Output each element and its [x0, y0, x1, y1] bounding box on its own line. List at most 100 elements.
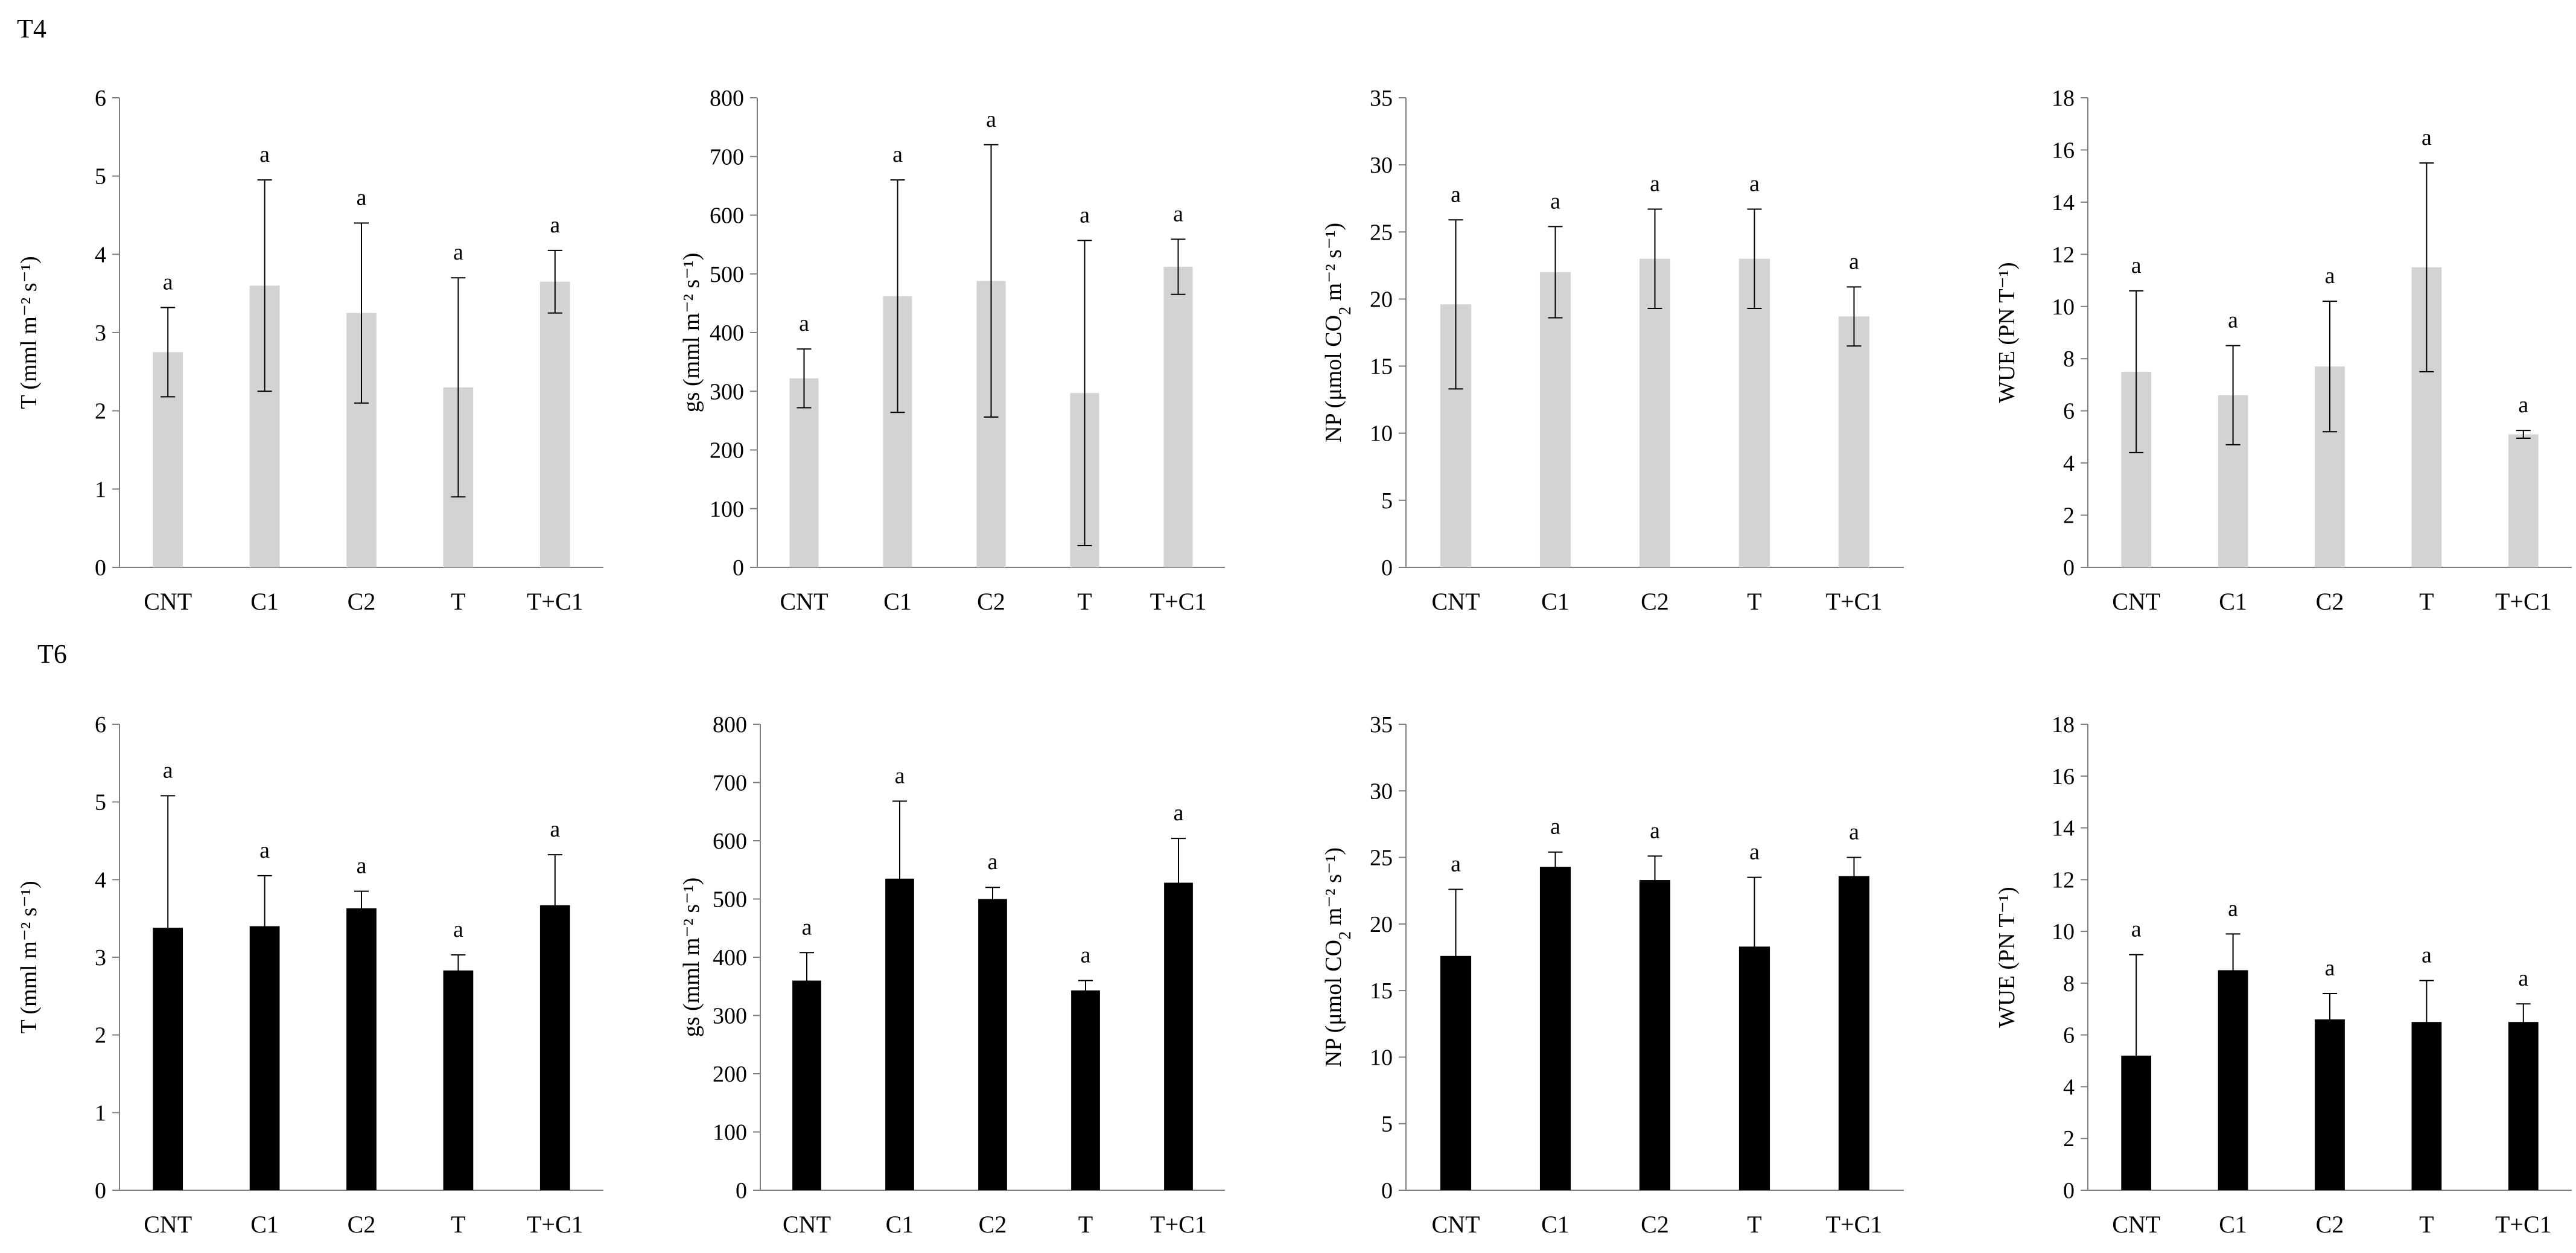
y-tick-label: 700 — [713, 771, 747, 796]
y-tick-label: 300 — [710, 379, 744, 404]
y-tick-label: 8 — [2063, 971, 2075, 996]
y-tick-label: 35 — [1370, 712, 1393, 738]
y-tick-label: 18 — [2052, 712, 2075, 738]
y-tick-label: 5 — [95, 164, 106, 190]
significance-label: a — [1173, 201, 1183, 226]
bar — [346, 908, 377, 1190]
significance-label: a — [1451, 182, 1461, 207]
x-tick-label: T — [1747, 588, 1761, 615]
y-tick-label: 15 — [1370, 354, 1393, 380]
y-tick-label: 10 — [1370, 1045, 1393, 1070]
y-tick-label: 6 — [2063, 399, 2075, 424]
y-tick-label: 0 — [1381, 555, 1393, 581]
x-tick-label: T+C1 — [1826, 1211, 1883, 1238]
x-tick-label: T+C1 — [1150, 588, 1207, 615]
significance-label: a — [1650, 818, 1660, 843]
y-tick-label: 0 — [733, 555, 744, 581]
chart-t6-transpiration: 0 1 2 3 4 5 6 T (mml m⁻² s⁻¹) a CNT a C1 a C2 a Ta T+C1 — [16, 712, 603, 1238]
y-tick-label: 4 — [2063, 451, 2075, 476]
bar — [978, 899, 1007, 1190]
significance-label: a — [357, 853, 367, 879]
bar — [1539, 867, 1571, 1190]
y-axis-label: WUE (PN T⁻¹) — [1994, 887, 2020, 1027]
significance-label: a — [2131, 253, 2142, 278]
significance-label: a — [2228, 896, 2238, 921]
y-tick-label: 700 — [710, 144, 744, 170]
y-tick-label: 400 — [713, 945, 747, 971]
x-tick-label: C1 — [886, 1211, 914, 1238]
y-axis-label-part: NP (μmol CO — [1321, 940, 1346, 1067]
x-tick-label: CNT — [1432, 588, 1480, 615]
x-tick-label: CNT — [144, 588, 192, 615]
y-tick-label: 0 — [736, 1178, 747, 1204]
y-tick-label: 0 — [1381, 1178, 1393, 1204]
x-tick-label: T+C1 — [527, 588, 584, 615]
x-tick-label: CNT — [780, 588, 828, 615]
x-tick-label: C1 — [250, 588, 279, 615]
y-tick-label: 0 — [2063, 555, 2075, 581]
x-tick-label: T+C1 — [1826, 588, 1883, 615]
y-tick-label: 5 — [95, 790, 106, 815]
y-tick-label: 2 — [2063, 1126, 2075, 1152]
x-tick-label: C1 — [2219, 588, 2247, 615]
y-tick-label: 600 — [713, 829, 747, 854]
y-tick-label: 200 — [713, 1062, 747, 1087]
significance-label: a — [1550, 188, 1560, 214]
significance-label: a — [1749, 840, 1760, 865]
y-tick-label: 14 — [2052, 816, 2075, 841]
x-tick-label: C2 — [1641, 1211, 1669, 1238]
significance-label: a — [895, 763, 905, 788]
y-tick-label: 5 — [1381, 1112, 1393, 1137]
y-tick-label: 15 — [1370, 978, 1393, 1004]
y-tick-label: 0 — [95, 555, 106, 581]
bar — [1738, 258, 1770, 567]
y-tick-label: 500 — [710, 262, 744, 287]
y-tick-label: 12 — [2052, 242, 2075, 267]
x-tick-label: CNT — [144, 1211, 192, 1238]
bar — [1071, 990, 1100, 1190]
y-tick-label: 500 — [713, 887, 747, 913]
x-tick-label: C1 — [1541, 588, 1569, 615]
y-tick-label: 25 — [1370, 220, 1393, 245]
y-axis-label-part: m⁻² s⁻¹) — [1321, 223, 1346, 307]
x-tick-label: T — [2419, 1211, 2434, 1238]
significance-label: a — [453, 917, 463, 942]
y-axis-label: gs (mml m⁻² s⁻¹) — [679, 253, 704, 413]
y-tick-label: 800 — [713, 712, 747, 738]
bar — [2508, 434, 2539, 567]
bar — [1639, 258, 1671, 567]
significance-label: a — [1849, 249, 1859, 274]
significance-label: a — [163, 270, 173, 295]
y-tick-label: 100 — [713, 1120, 747, 1146]
x-tick-label: C2 — [348, 588, 376, 615]
y-tick-label: 5 — [1381, 488, 1393, 514]
significance-label: a — [2131, 917, 2142, 942]
y-tick-label: 10 — [2052, 295, 2075, 320]
x-tick-label: T — [451, 588, 465, 615]
x-tick-label: C1 — [250, 1211, 279, 1238]
chart-t4-water-use-efficiency: 0 2 4 6 8 10 12 14 16 18 WUE (PN T⁻¹) a CNT a C1 a C2 a Ta… — [1994, 86, 2572, 615]
y-tick-label: 18 — [2052, 86, 2075, 111]
bar — [1163, 267, 1193, 567]
x-tick-label: T — [451, 1211, 465, 1238]
chart-t6-water-use-efficiency: 0 2 4 6 8 10 12 14 16 18 WUE (PN T⁻¹) a CNT a C1 a C2 a Ta… — [1994, 712, 2572, 1238]
y-tick-label: 10 — [1370, 421, 1393, 447]
y-tick-label: 16 — [2052, 138, 2075, 163]
significance-label: a — [2325, 263, 2335, 289]
y-tick-label: 0 — [2063, 1178, 2075, 1204]
significance-label: a — [2422, 943, 2432, 968]
chart-t4-stomatal-conductance: 0 100 200 300 400 500 600 700 800 gs (mml m⁻² s⁻¹… — [679, 86, 1225, 615]
y-axis-label-part: m⁻² s⁻¹) — [1321, 847, 1346, 931]
bar — [443, 970, 474, 1190]
bar — [1838, 316, 1870, 567]
y-tick-label: 35 — [1370, 86, 1393, 111]
x-tick-label: CNT — [1432, 1211, 1480, 1238]
x-tick-label: C1 — [1541, 1211, 1569, 1238]
x-tick-label: C2 — [2316, 1211, 2344, 1238]
x-tick-label: C2 — [977, 588, 1005, 615]
y-tick-label: 600 — [710, 203, 744, 229]
significance-label: a — [357, 185, 367, 210]
y-tick-label: 6 — [2063, 1023, 2075, 1048]
y-tick-label: 100 — [710, 497, 744, 522]
significance-label: a — [986, 107, 996, 132]
